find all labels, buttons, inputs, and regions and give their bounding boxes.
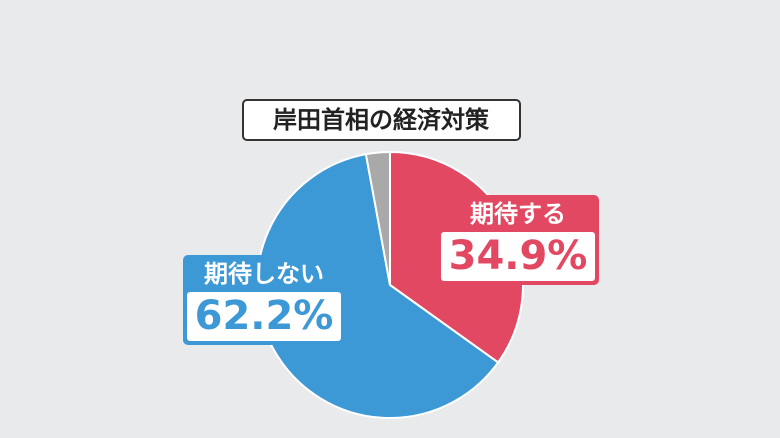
value-label: 62.2%	[195, 293, 334, 339]
label-inner	[441, 232, 595, 281]
pie-slice	[256, 153, 500, 419]
label-inner	[187, 292, 341, 341]
pie-slice	[364, 150, 391, 286]
chart-title: 岸田首相の経済対策	[273, 106, 490, 134]
category-label: 期待しない	[204, 260, 324, 288]
labels: 期待する 34.9% 期待しない 62.2%	[183, 195, 599, 345]
title-box	[242, 99, 521, 141]
value-label: 34.9%	[449, 233, 588, 279]
category-label: 期待する	[470, 200, 566, 228]
